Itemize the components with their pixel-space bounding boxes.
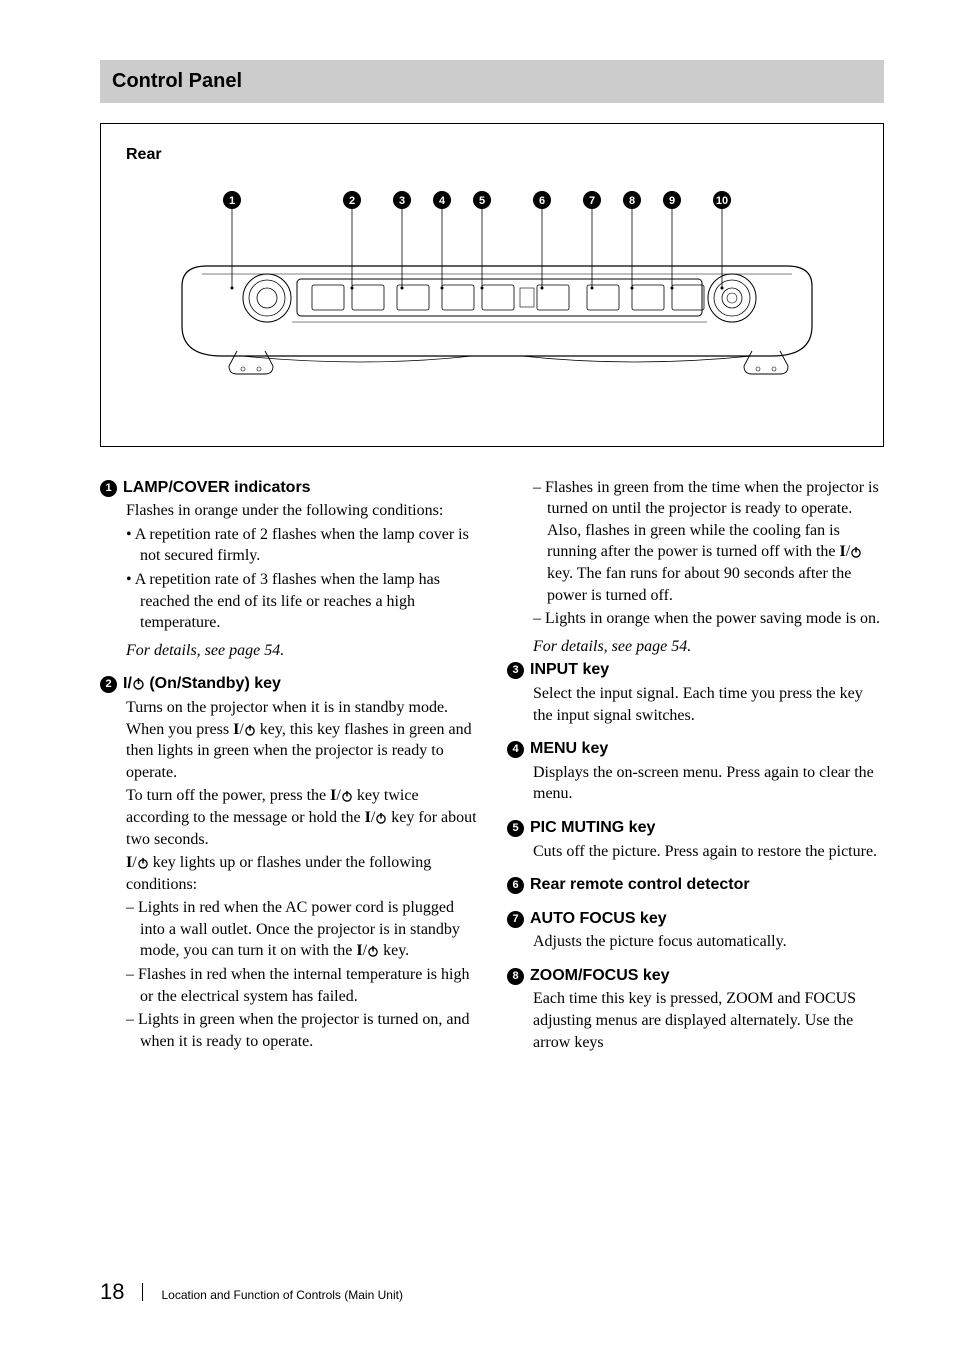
auto-focus-text: Adjusts the picture focus automatically.: [533, 931, 884, 953]
item-auto-focus: 7 AUTO FOCUS key Adjusts the picture foc…: [507, 908, 884, 953]
title-auto-focus: AUTO FOCUS key: [530, 908, 667, 930]
badge-5: 5: [507, 820, 524, 837]
standby-p3: I/ key lights up or flashes under the fo…: [126, 852, 477, 895]
title-input: INPUT key: [530, 659, 609, 681]
title-rear-detector: Rear remote control detector: [530, 874, 750, 896]
svg-text:9: 9: [669, 195, 675, 207]
menu-text: Displays the on-screen menu. Press again…: [533, 762, 884, 805]
svg-text:5: 5: [479, 195, 485, 207]
svg-text:3: 3: [399, 195, 405, 207]
badge-8: 8: [507, 968, 524, 985]
rear-diagram: 1 2 3 4 5 6 7 8 9 10: [142, 176, 842, 416]
item-pic-muting: 5 PIC MUTING key Cuts off the picture. P…: [507, 817, 884, 862]
left-column: 1 LAMP/COVER indicators Flashes in orang…: [100, 477, 477, 1066]
item-zoom-focus: 8 ZOOM/FOCUS key Each time this key is p…: [507, 965, 884, 1053]
item-lamp-cover: 1 LAMP/COVER indicators Flashes in orang…: [100, 477, 477, 662]
standby-details: For details, see page 54.: [533, 636, 884, 658]
rear-label: Rear: [126, 144, 858, 166]
footer-text: Location and Function of Controls (Main …: [161, 1287, 402, 1303]
list-item: A repetition rate of 3 flashes when the …: [126, 569, 477, 634]
section-header: Control Panel: [100, 60, 884, 103]
standby-continuation: Flashes in green from the time when the …: [533, 477, 884, 658]
pic-muting-text: Cuts off the picture. Press again to res…: [533, 841, 884, 863]
item-input: 3 INPUT key Select the input signal. Eac…: [507, 659, 884, 726]
item-on-standby: 2 I/ (On/Standby) key Turns on the proje…: [100, 673, 477, 1052]
badge-3: 3: [507, 662, 524, 679]
item-rear-detector: 6 Rear remote control detector: [507, 874, 884, 896]
badge-2: 2: [100, 676, 117, 693]
list-item: Flashes in red when the internal tempera…: [126, 964, 477, 1007]
svg-text:6: 6: [539, 195, 545, 207]
diagram-box: Rear 1 2 3 4 5 6 7 8 9 10: [100, 123, 884, 447]
svg-text:4: 4: [439, 195, 446, 207]
lamp-cover-details: For details, see page 54.: [126, 640, 477, 662]
list-item: A repetition rate of 2 flashes when the …: [126, 524, 477, 567]
list-item: Lights in red when the AC power cord is …: [126, 897, 477, 962]
standby-p2: To turn off the power, press the I/ key …: [126, 785, 477, 850]
list-item: Flashes in green from the time when the …: [533, 477, 884, 607]
lamp-cover-bullets: A repetition rate of 2 flashes when the …: [126, 524, 477, 634]
title-prefix: I/: [123, 675, 132, 692]
badge-4: 4: [507, 741, 524, 758]
item-menu: 4 MENU key Displays the on-screen menu. …: [507, 738, 884, 805]
svg-text:10: 10: [716, 195, 728, 207]
list-item: Lights in green when the projector is tu…: [126, 1009, 477, 1052]
title-pic-muting: PIC MUTING key: [530, 817, 655, 839]
title-lamp-cover: LAMP/COVER indicators: [123, 477, 311, 499]
svg-text:8: 8: [629, 195, 635, 207]
title-suffix: (On/Standby) key: [145, 675, 281, 692]
input-text: Select the input signal. Each time you p…: [533, 683, 884, 726]
footer-separator: [142, 1283, 143, 1301]
badge-1: 1: [100, 480, 117, 497]
power-icon: [132, 677, 145, 690]
standby-dashes-1: Lights in red when the AC power cord is …: [126, 897, 477, 1052]
title-zoom-focus: ZOOM/FOCUS key: [530, 965, 670, 987]
title-menu: MENU key: [530, 738, 608, 760]
page-footer: 18 Location and Function of Controls (Ma…: [100, 1277, 403, 1307]
badge-7: 7: [507, 911, 524, 928]
standby-p1: Turns on the projector when it is in sta…: [126, 697, 477, 783]
svg-text:1: 1: [229, 195, 235, 207]
standby-dashes-2: Flashes in green from the time when the …: [533, 477, 884, 630]
list-item: Lights in orange when the power saving m…: [533, 608, 884, 630]
zoom-focus-text: Each time this key is pressed, ZOOM and …: [533, 988, 884, 1053]
svg-text:7: 7: [589, 195, 595, 207]
right-column: Flashes in green from the time when the …: [507, 477, 884, 1066]
content-columns: 1 LAMP/COVER indicators Flashes in orang…: [100, 477, 884, 1066]
badge-6: 6: [507, 877, 524, 894]
svg-text:2: 2: [349, 195, 355, 207]
lamp-cover-intro: Flashes in orange under the following co…: [126, 500, 477, 522]
title-on-standby: I/ (On/Standby) key: [123, 673, 281, 695]
page-number: 18: [100, 1277, 124, 1307]
